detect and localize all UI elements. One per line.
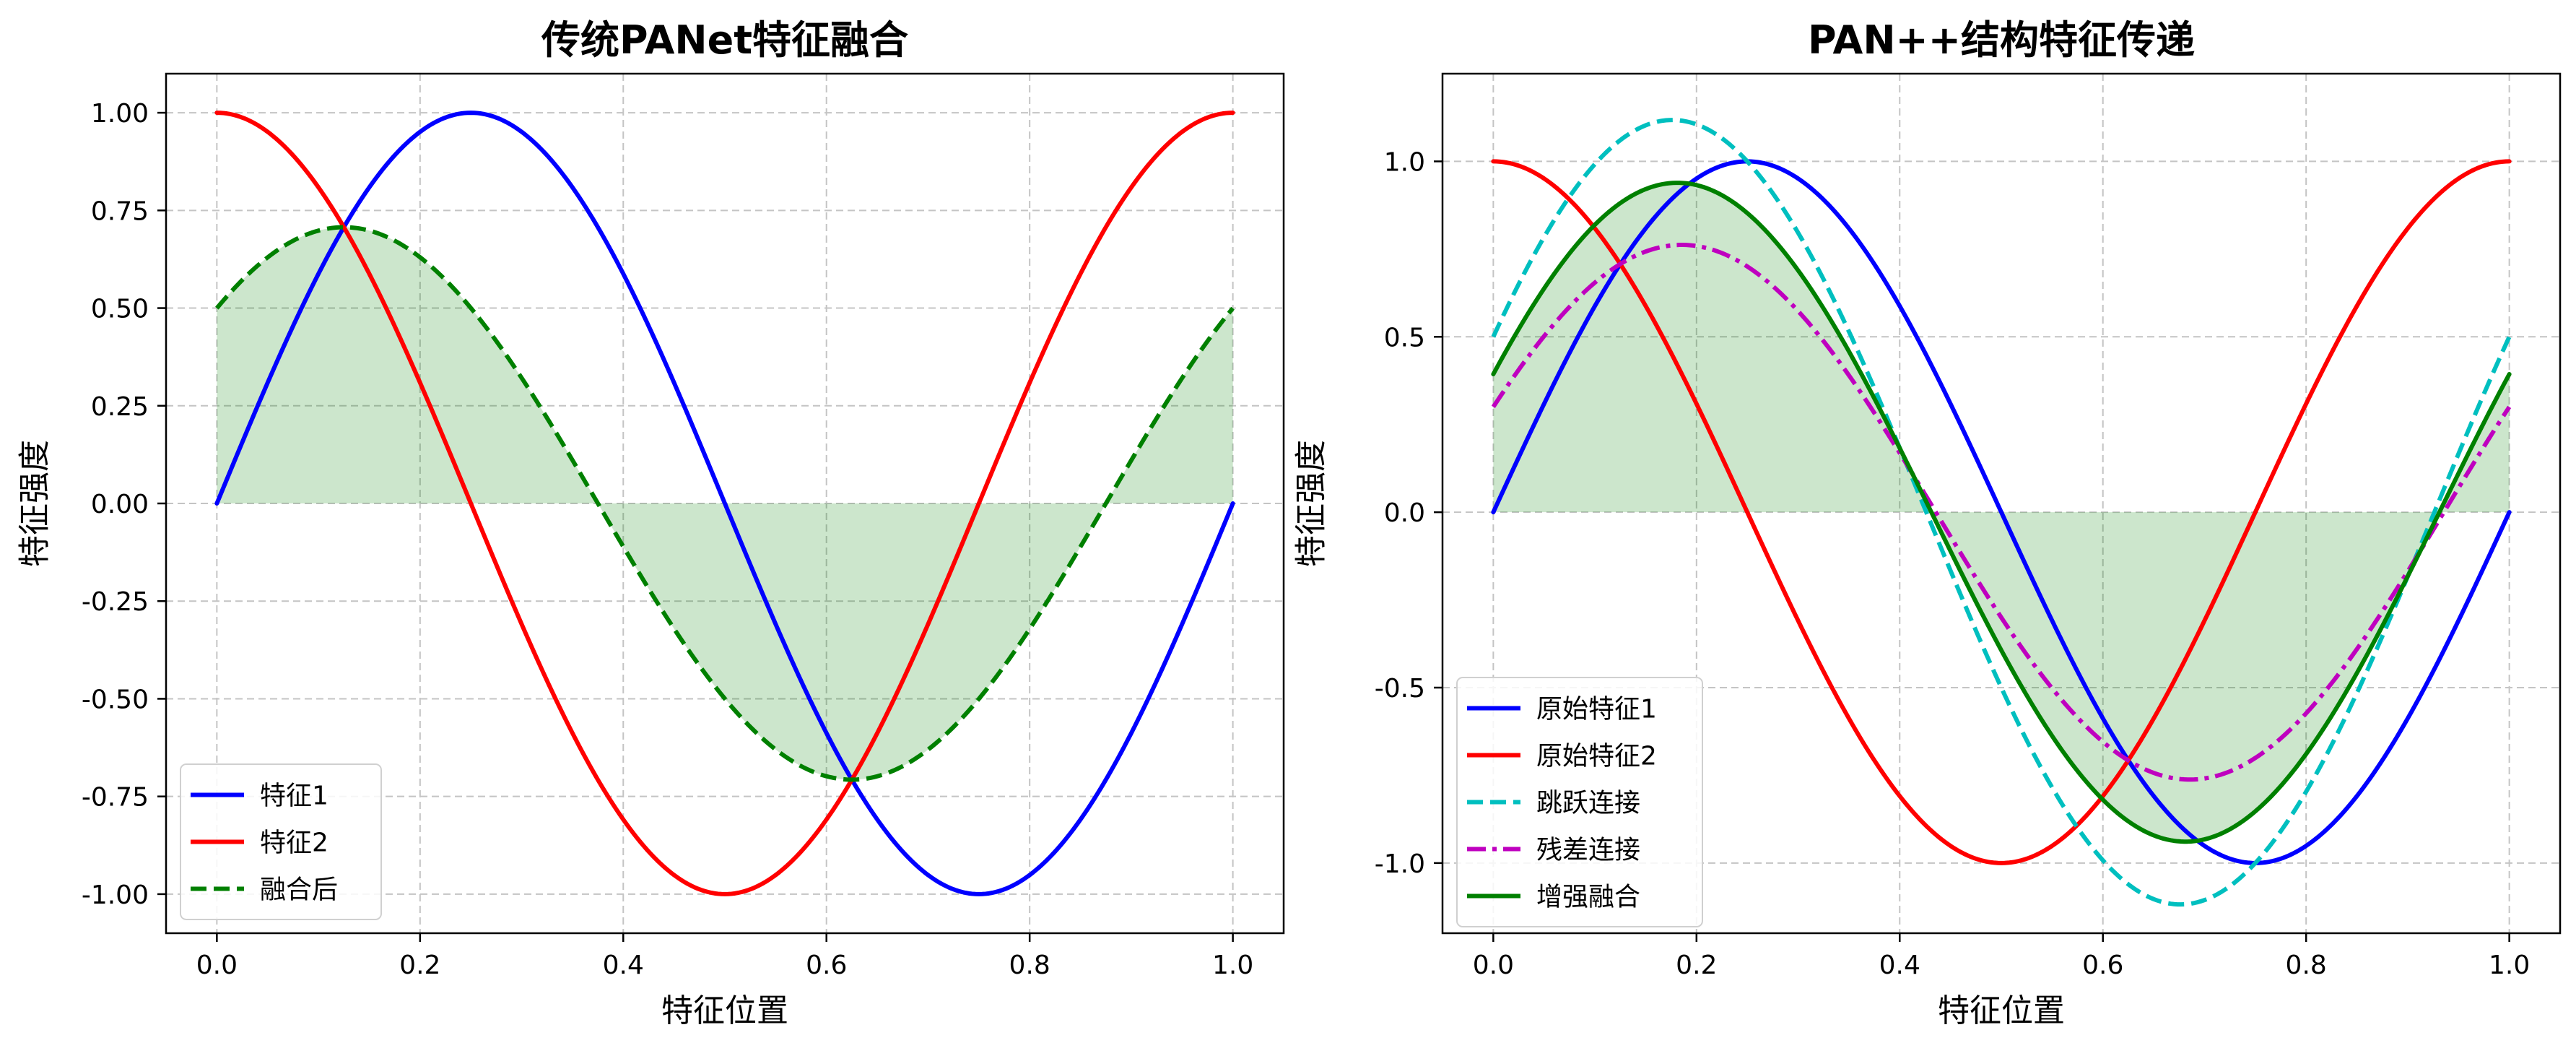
panel-2-xtick-label-4: 0.8 <box>2286 951 2327 980</box>
panel-2-legend <box>1456 677 1703 927</box>
panel-1-series-line-3 <box>215 225 1235 782</box>
panel-1-series-line-1 <box>214 111 1235 896</box>
panel-2-series-line-3 <box>1491 118 2512 907</box>
panel-1-xtick-label-4: 0.8 <box>1009 951 1050 980</box>
panel-2-legend-label-3: 跳跃连接 <box>1536 789 1640 818</box>
panel-2-axes-frame <box>1441 72 2562 935</box>
panel-2-xtick-label-3: 0.6 <box>2082 951 2123 980</box>
panel-2-ytick-label-3: -0.5 <box>1375 674 1425 704</box>
panel-2-series-line-5 <box>1491 181 2512 844</box>
panel-1-xtick-label-3: 0.6 <box>806 951 847 980</box>
panel-1-ytick-label-6: -0.50 <box>82 685 149 714</box>
panel-1-xtick-label-1: 0.2 <box>399 951 440 980</box>
panel-1-ytick-label-0: 1.00 <box>91 99 149 129</box>
panel-2-legend-label-4: 残差连接 <box>1536 836 1640 865</box>
panel-2-xtick-label-5: 1.0 <box>2489 951 2530 980</box>
panel-1-legend-label-1: 特征1 <box>260 782 328 811</box>
panel-2-ylabel: 特征强度 <box>1293 440 1330 567</box>
panel-1-ytick-label-2: 0.50 <box>91 295 149 324</box>
panel-2-ytick-label-2: 0.0 <box>1384 498 1425 528</box>
panel-1-ylabel: 特征强度 <box>17 440 53 567</box>
panel-1-ytick-label-5: -0.25 <box>82 587 149 617</box>
panel-1-ytick-label-3: 0.25 <box>91 392 149 422</box>
panel-1-ytick-label-4: 0.00 <box>91 490 149 519</box>
panel-2-legend-label-2: 原始特征2 <box>1536 742 1657 771</box>
panel-1-legend-label-2: 特征2 <box>260 828 328 858</box>
panel-1-title: 传统PANet特征融合 <box>541 17 908 63</box>
panel-1-xtick-label-2: 0.4 <box>603 951 644 980</box>
panel-1-ytick-label-1: 0.75 <box>91 196 149 226</box>
panel-2-legend-label-1: 原始特征1 <box>1536 695 1657 724</box>
panel-2-legend-label-5: 增强融合 <box>1536 883 1640 912</box>
panel-2-title: PAN++结构特征传递 <box>1808 17 2195 63</box>
panel-2-ytick-label-4: -1.0 <box>1375 849 1425 879</box>
panel-2-ytick-label-1: 0.5 <box>1384 323 1425 352</box>
panel-1-legend-label-3: 融合后 <box>260 875 338 905</box>
panel-2-xtick-label-0: 0.0 <box>1473 951 1514 980</box>
panel-1-series-line-2 <box>214 111 1235 896</box>
panel-2-series-line-1 <box>1491 159 2512 865</box>
panel-2-series-line-2 <box>1491 159 2512 865</box>
panel-2-ytick-label-0: 1.0 <box>1384 147 1425 177</box>
panel-1-ytick-label-7: -0.75 <box>82 783 149 813</box>
panel-1-legend <box>180 763 382 920</box>
panel-1-ytick-label-8: -1.00 <box>82 880 149 910</box>
panel-1-xlabel: 特征位置 <box>661 992 788 1029</box>
panel-1-xtick-label-5: 1.0 <box>1212 951 1253 980</box>
panel-2-xtick-label-2: 0.4 <box>1879 951 1920 980</box>
panel-2-series-line-4 <box>1491 243 2512 782</box>
panel-1-xtick-label-0: 0.0 <box>196 951 238 980</box>
panel-2-xtick-label-1: 0.2 <box>1676 951 1717 980</box>
panel-2-xlabel: 特征位置 <box>1938 992 2065 1029</box>
